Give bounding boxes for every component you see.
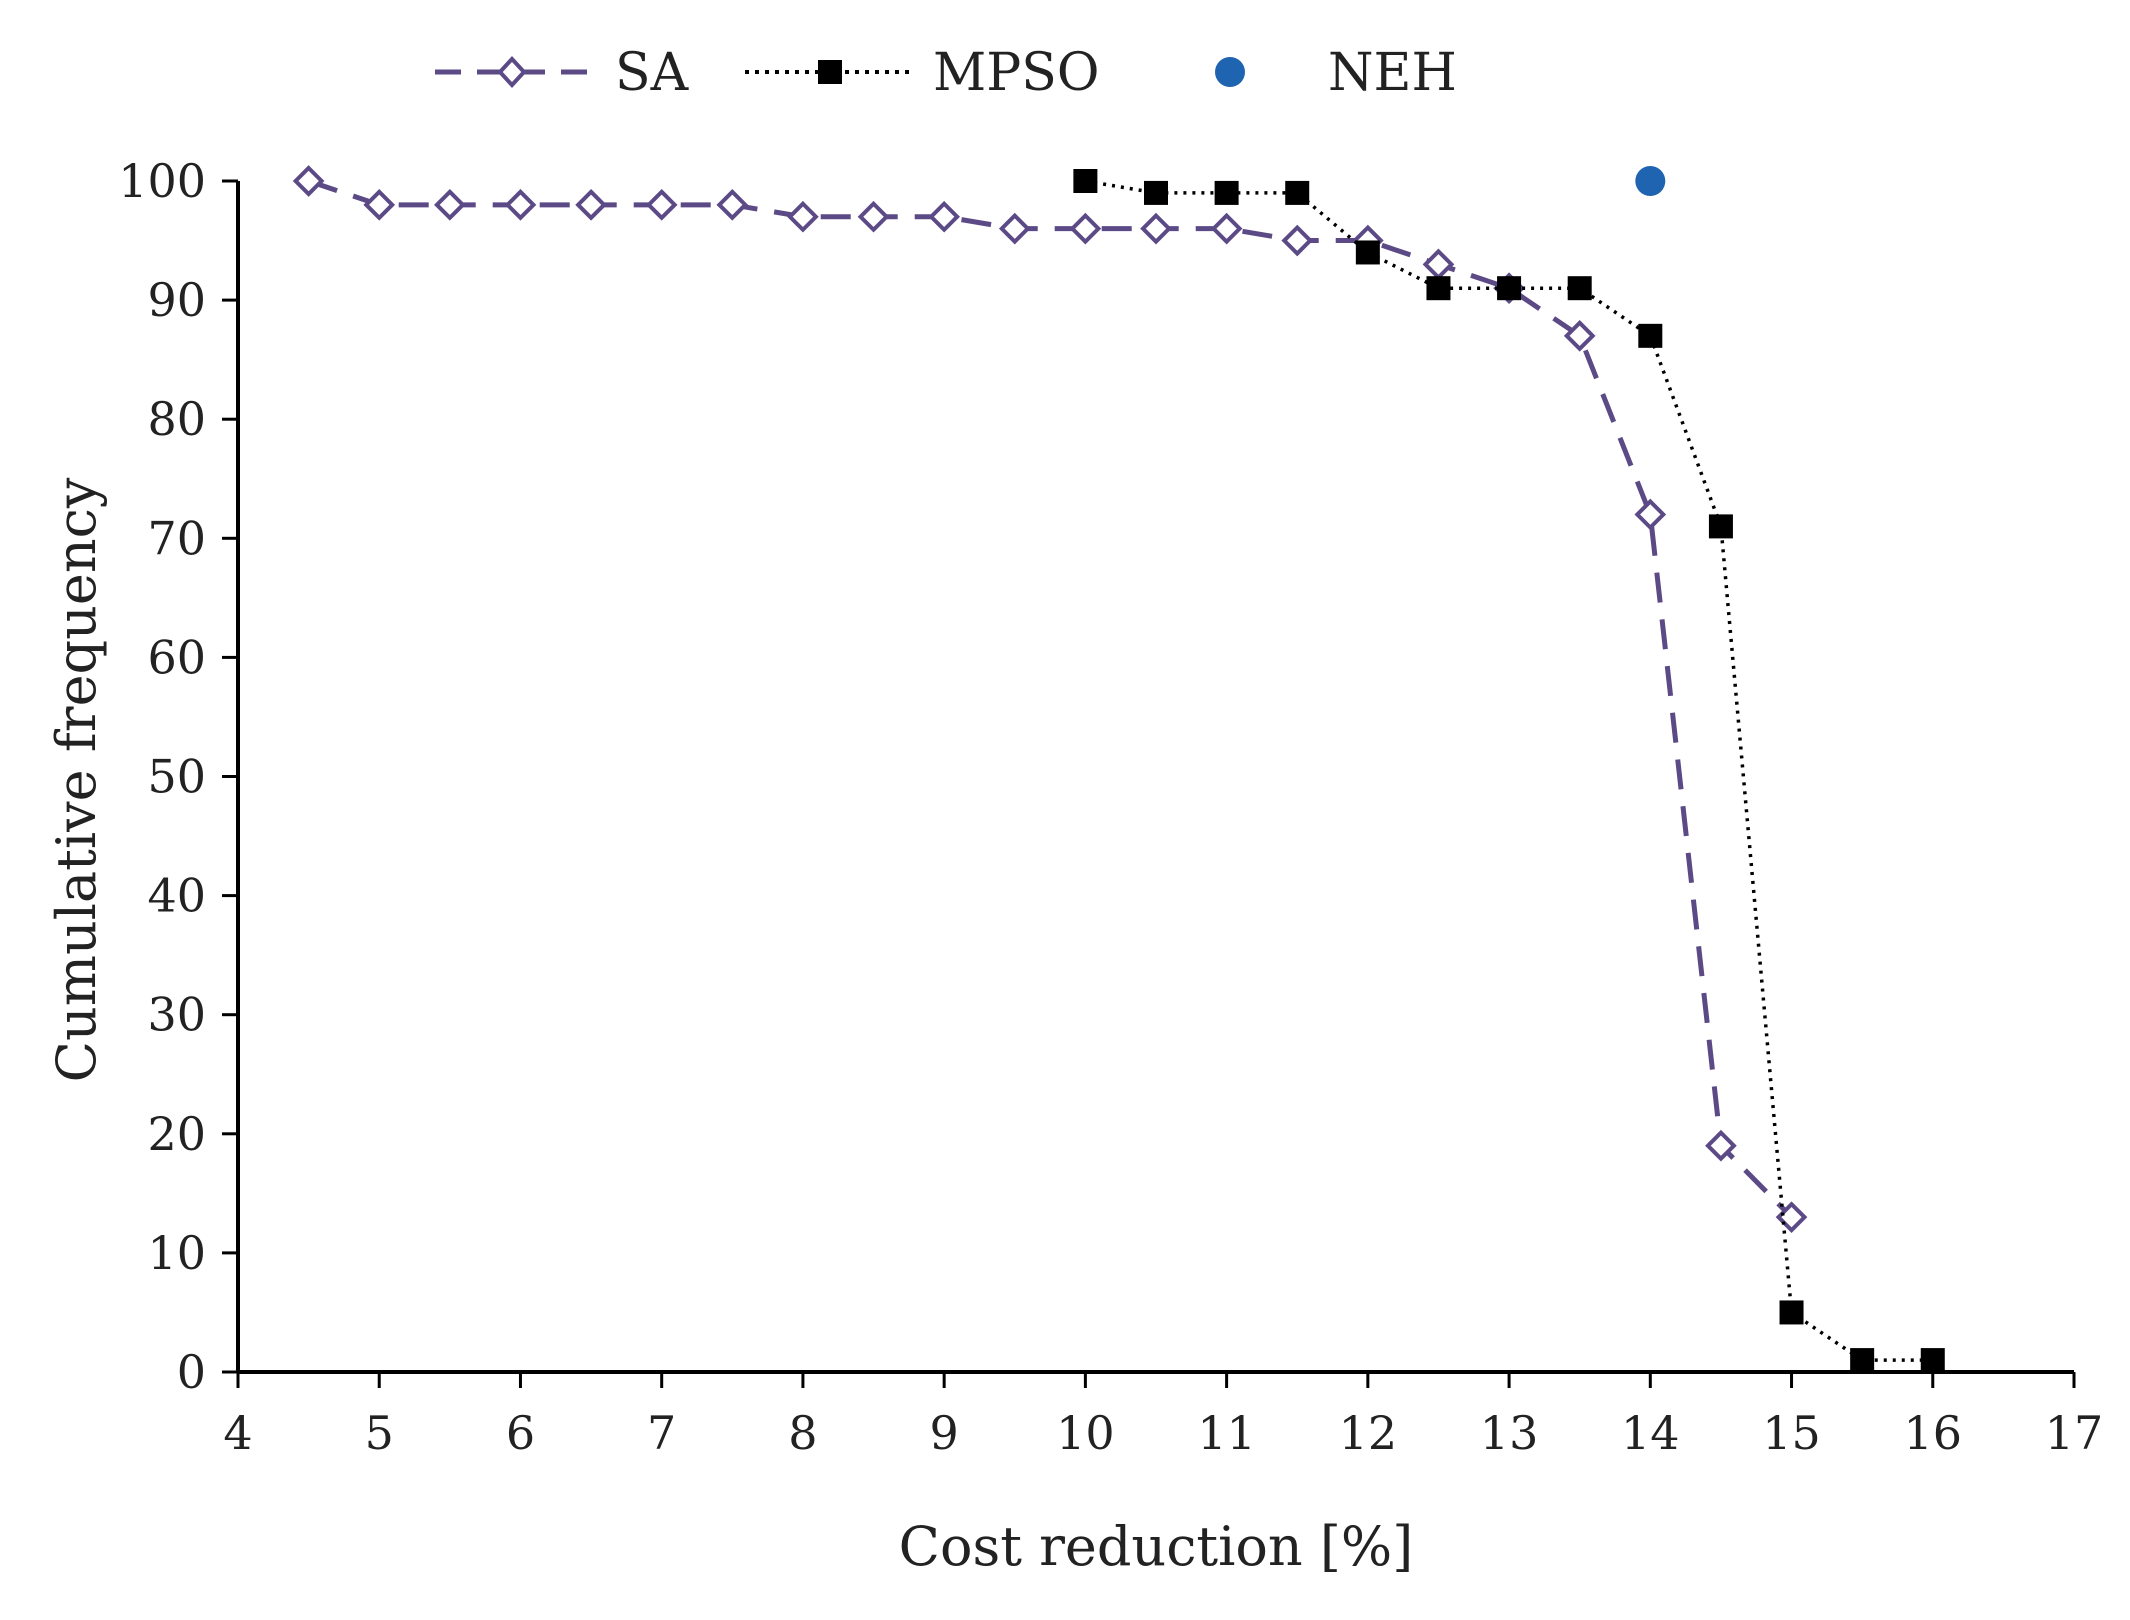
series-mpso-point-13 [1920, 1348, 1945, 1373]
x-tick-label-8: 8 [788, 1406, 817, 1460]
series-neh-point-1 [1635, 166, 1666, 196]
legend-mpso-label: MPSO [933, 43, 1100, 103]
series-mpso-point-10 [1708, 514, 1733, 539]
x-axis-ticks: 4 5 6 7 8 9 10 11 12 13 14 15 16 17 [223, 1372, 2103, 1460]
series-sa-point-14 [1210, 212, 1243, 245]
series-sa-point-8 [787, 200, 819, 233]
series-mpso-point-6 [1426, 276, 1451, 301]
x-tick-label-11: 11 [1197, 1406, 1256, 1460]
series-sa-point-1 [292, 165, 325, 197]
y-tick-label-20: 20 [147, 1107, 206, 1161]
series-sa-point-17 [1422, 248, 1455, 281]
legend-item-sa: SA [435, 43, 690, 103]
axes [236, 181, 2074, 1374]
x-tick-label-6: 6 [506, 1406, 535, 1460]
series-sa [292, 165, 1808, 1233]
series-mpso-point-2 [1144, 180, 1168, 205]
x-tick-label-9: 9 [930, 1406, 959, 1460]
series-sa-point-3 [434, 188, 466, 221]
y-tick-label-30: 30 [147, 988, 206, 1042]
series-mpso [1073, 169, 1945, 1373]
series-sa-point-11 [998, 212, 1031, 245]
series-neh [1635, 166, 1666, 196]
y-axis-ticks: 0 10 20 30 40 50 60 70 80 90 100 [118, 154, 238, 1399]
x-axis-title: Cost reduction [%] [899, 1515, 1414, 1578]
series-mpso-point-9 [1638, 323, 1663, 348]
series-sa-point-12 [1069, 212, 1102, 245]
legend-neh-label: NEH [1328, 43, 1457, 103]
x-tick-label-7: 7 [647, 1406, 676, 1460]
y-tick-label-70: 70 [147, 511, 206, 565]
legend-item-neh: NEH [1215, 43, 1457, 103]
series-mpso-point-11 [1779, 1300, 1804, 1325]
series-mpso-point-8 [1567, 276, 1592, 301]
series-sa-point-20 [1634, 498, 1667, 531]
legend-neh-circle-marker [1215, 57, 1245, 87]
legend-mpso-square-marker [818, 60, 842, 84]
series-sa-point-13 [1140, 212, 1172, 245]
x-tick-label-4: 4 [223, 1406, 252, 1460]
series-sa-point-4 [504, 188, 537, 221]
data-series [292, 165, 1945, 1373]
y-tick-label-80: 80 [147, 392, 206, 446]
legend-item-mpso: MPSO [745, 43, 1100, 103]
x-tick-label-15: 15 [1762, 1406, 1821, 1460]
y-axis-title: Cumulative frequency [45, 477, 108, 1082]
series-sa-point-5 [575, 188, 607, 221]
series-sa-point-21 [1705, 1129, 1737, 1162]
y-tick-label-10: 10 [147, 1226, 206, 1280]
y-tick-label-50: 50 [147, 750, 206, 804]
series-sa-point-15 [1281, 224, 1314, 257]
series-mpso-line [1085, 179, 1933, 1362]
series-mpso-point-4 [1285, 180, 1310, 205]
series-mpso-point-5 [1355, 240, 1380, 265]
series-sa-line [307, 178, 1794, 1219]
legend: SA MPSO NEH [435, 43, 1457, 103]
series-sa-point-9 [857, 200, 890, 233]
x-tick-label-13: 13 [1480, 1406, 1539, 1460]
x-tick-label-5: 5 [365, 1406, 394, 1460]
x-tick-label-17: 17 [2045, 1406, 2104, 1460]
y-tick-label-0: 0 [177, 1345, 206, 1399]
x-tick-label-16: 16 [1903, 1406, 1962, 1460]
y-tick-label-100: 100 [118, 154, 206, 208]
series-mpso-point-3 [1214, 180, 1239, 205]
legend-sa-label: SA [615, 43, 690, 103]
series-sa-point-19 [1563, 320, 1596, 352]
series-mpso-point-1 [1073, 169, 1098, 193]
y-tick-label-40: 40 [147, 869, 206, 923]
series-sa-point-7 [716, 188, 749, 221]
series-mpso-point-12 [1850, 1348, 1875, 1373]
x-tick-label-12: 12 [1339, 1406, 1398, 1460]
series-sa-point-2 [363, 188, 396, 221]
y-tick-label-90: 90 [147, 273, 206, 327]
series-sa-point-10 [928, 200, 960, 233]
x-tick-label-14: 14 [1621, 1406, 1680, 1460]
x-tick-label-10: 10 [1056, 1406, 1115, 1460]
legend-sa-diamond-marker [497, 56, 527, 88]
series-sa-point-6 [645, 188, 678, 221]
series-mpso-point-7 [1497, 276, 1522, 301]
y-tick-label-60: 60 [147, 630, 206, 684]
